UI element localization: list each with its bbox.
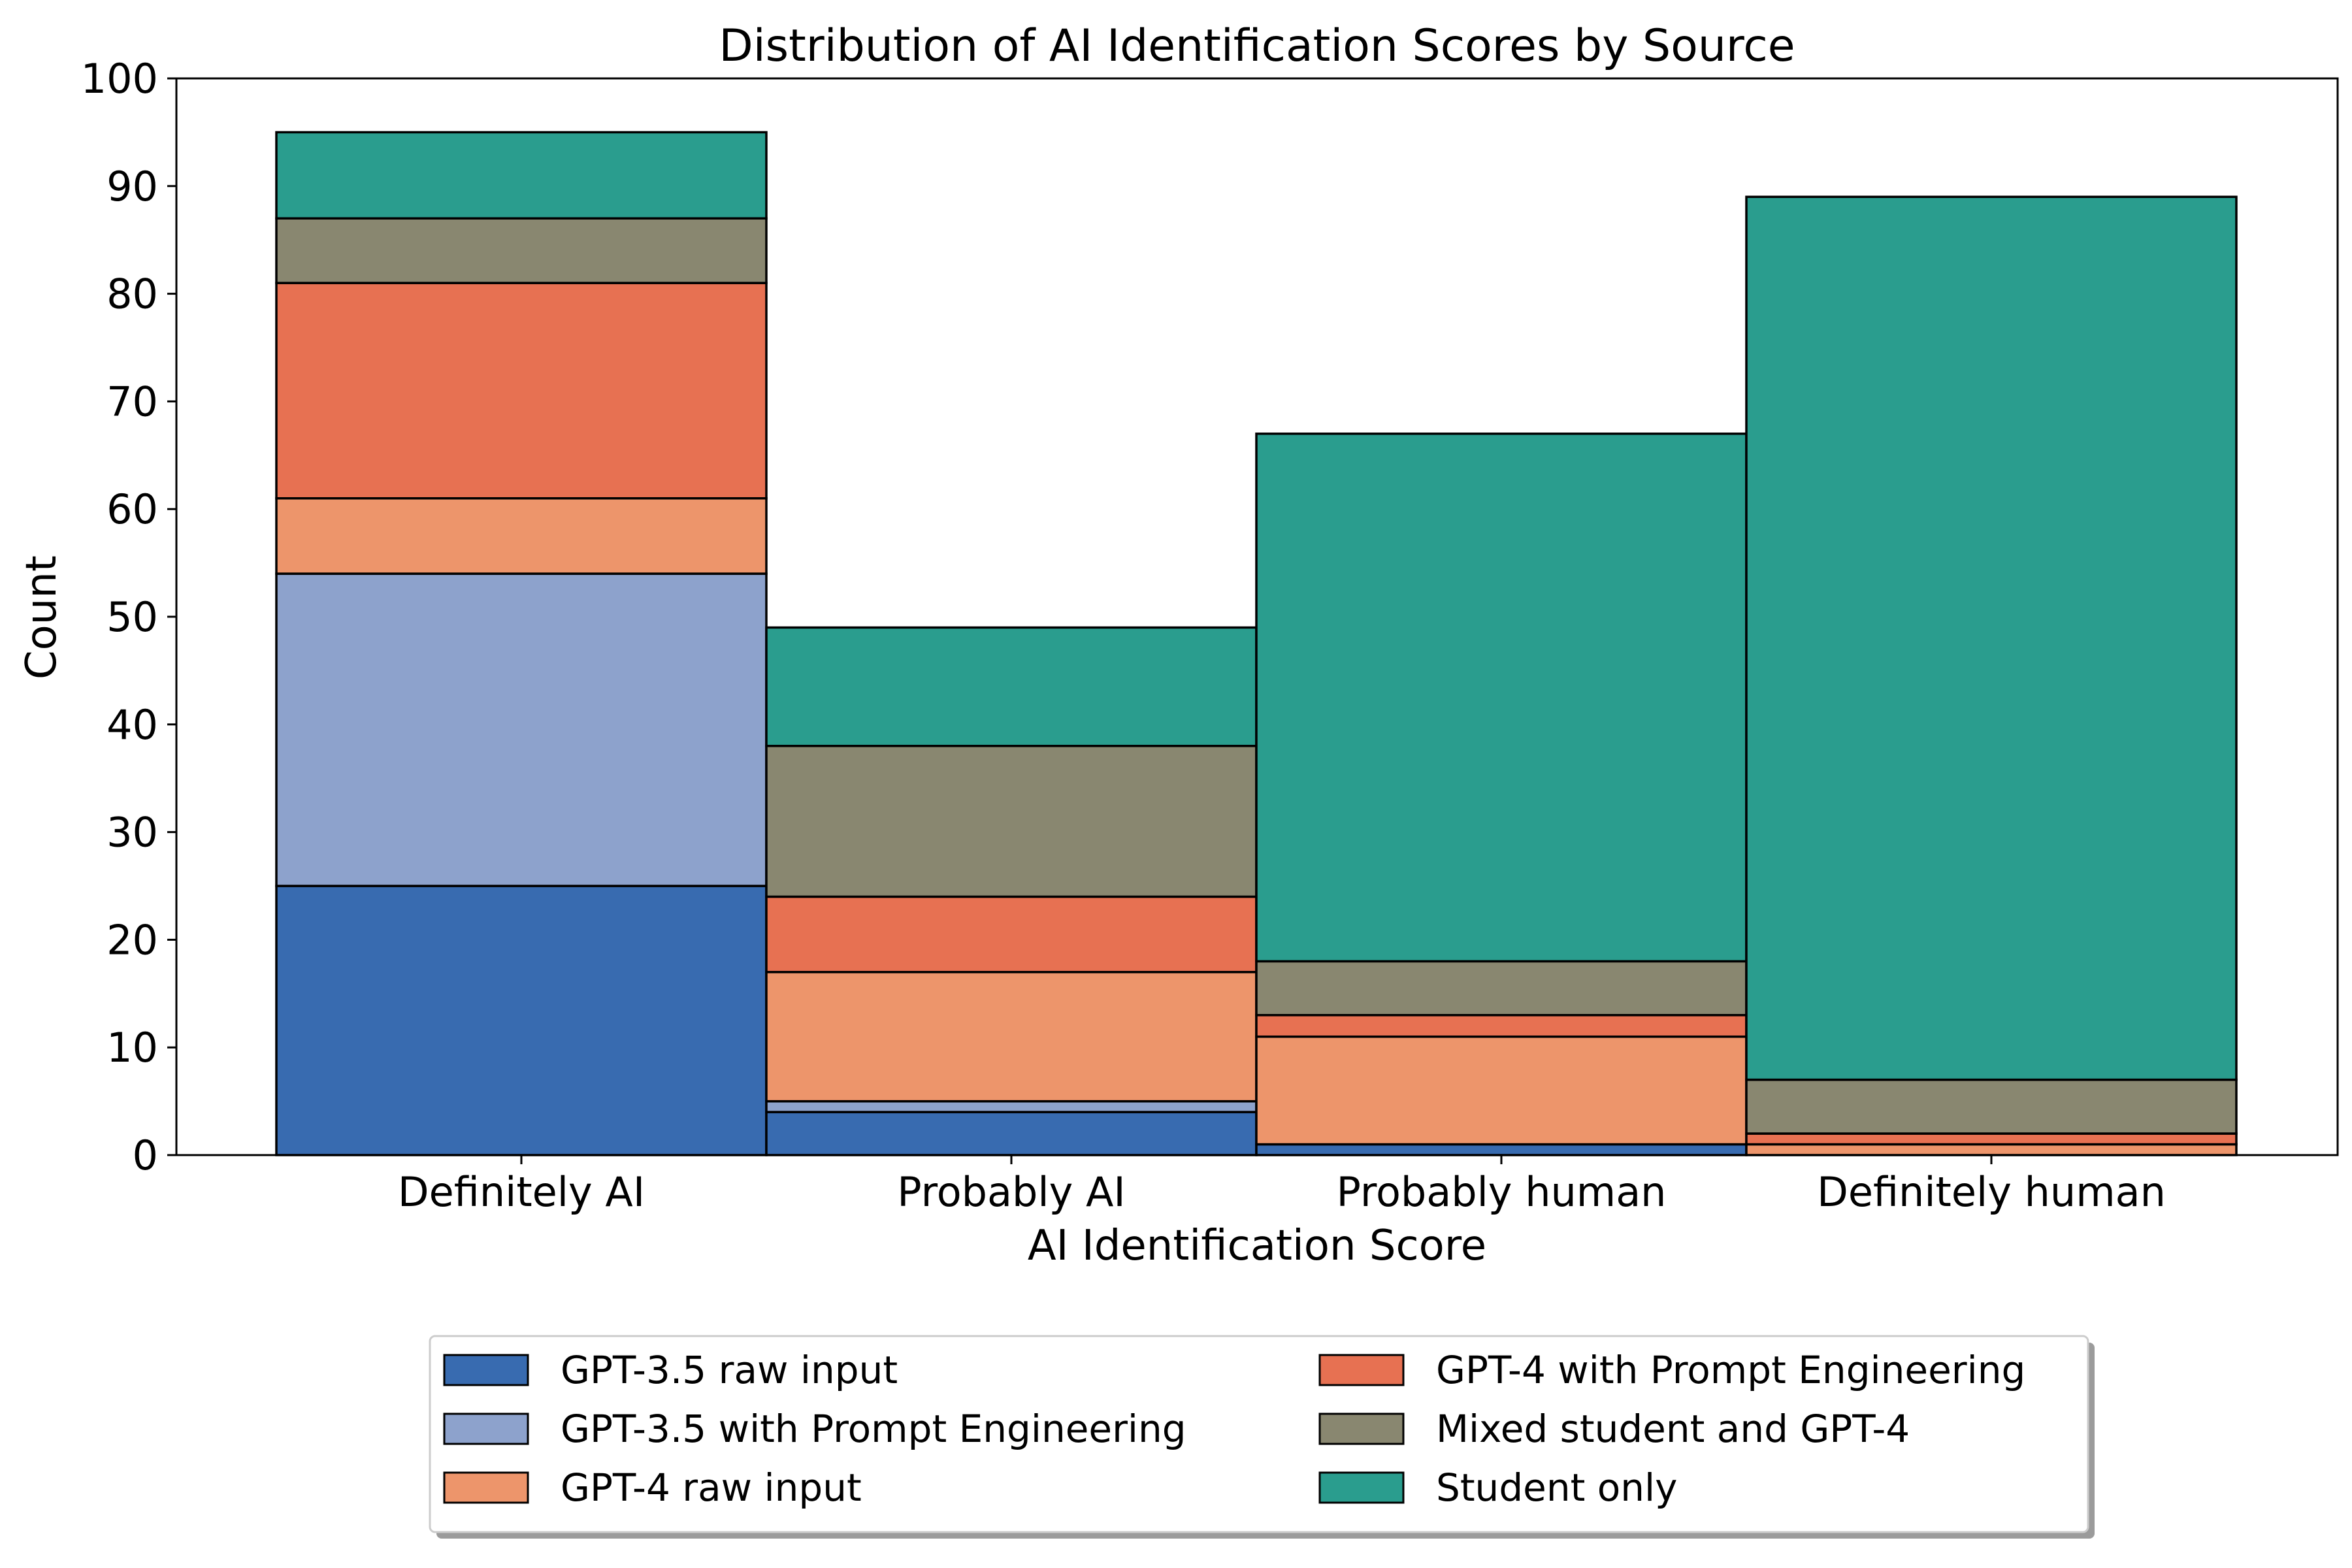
x-tick-label-2: Probably human	[1337, 1168, 1667, 1216]
legend-frame	[429, 1335, 2089, 1533]
y-tick-label-8: 80	[106, 270, 158, 318]
bar-segment-4-cat-1	[275, 282, 768, 500]
legend-label-2: GPT-3.5 with Prompt Engineering	[561, 1407, 1186, 1451]
bar-segment-6-cat-2	[765, 626, 1258, 747]
bar-segment-3-cat-3	[1255, 1035, 1748, 1146]
x-tick-label-0: Definitely AI	[398, 1168, 645, 1216]
x-tick-label-1: Probably AI	[897, 1168, 1125, 1216]
legend-swatch-1	[443, 1354, 529, 1386]
legend-label-3: GPT-4 raw input	[561, 1465, 862, 1510]
bar-segment-4-cat-2	[765, 895, 1258, 973]
bar-segment-5-cat-3	[1255, 960, 1748, 1017]
x-axis-label: AI Identification Score	[1028, 1222, 1486, 1270]
y-tick-label-2: 20	[106, 916, 158, 964]
y-tick-label-4: 40	[106, 701, 158, 749]
y-tick-label-0: 0	[133, 1132, 158, 1179]
bar-segment-3-cat-4	[1745, 1143, 2238, 1156]
legend-label-4: GPT-4 with Prompt Engineering	[1436, 1348, 2025, 1392]
bar-segment-6-cat-4	[1745, 195, 2238, 1081]
bar-segment-3-cat-1	[275, 497, 768, 575]
y-tick-label-9: 90	[106, 163, 158, 210]
legend-label-1: GPT-3.5 raw input	[561, 1348, 898, 1392]
bar-segment-2-cat-1	[275, 572, 768, 887]
chart-title: Distribution of AI Identification Scores…	[719, 20, 1795, 72]
bar-segment-1-cat-1	[275, 885, 768, 1156]
bar-segment-3-cat-2	[765, 971, 1258, 1103]
x-tick-label-3: Definitely human	[1817, 1168, 2166, 1216]
legend-label-5: Mixed student and GPT-4	[1436, 1407, 1910, 1451]
bar-segment-4-cat-3	[1255, 1014, 1748, 1038]
y-tick-label-6: 60	[106, 485, 158, 533]
y-tick-label-7: 70	[106, 378, 158, 425]
legend-swatch-5	[1318, 1413, 1405, 1445]
legend-label-6: Student only	[1436, 1465, 1677, 1510]
bar-segment-5-cat-1	[275, 217, 768, 284]
bar-segment-5-cat-2	[765, 745, 1258, 898]
bar-segment-1-cat-2	[765, 1111, 1258, 1156]
bar-segment-1-cat-3	[1255, 1143, 1748, 1156]
legend-swatch-2	[443, 1413, 529, 1445]
y-tick-label-5: 50	[106, 593, 158, 641]
axes-layer: 0 10 20 30 40 50 60 70 80 90 100 Definitely AI Proba…	[81, 55, 2339, 1216]
bars-layer	[275, 131, 2238, 1156]
y-tick-label-3: 30	[106, 809, 158, 857]
bar-segment-4-cat-4	[1745, 1132, 2238, 1146]
y-axis-label: Count	[18, 555, 66, 679]
legend: GPT-3.5 raw input GPT-3.5 with Prompt Eng…	[429, 1335, 2095, 1539]
bar-segment-2-cat-2	[765, 1100, 1258, 1113]
bar-segment-6-cat-1	[275, 131, 768, 220]
bar-segment-5-cat-4	[1745, 1078, 2238, 1135]
y-tick-label-10: 100	[81, 55, 158, 103]
legend-swatch-4	[1318, 1354, 1405, 1386]
bar-segment-6-cat-3	[1255, 433, 1748, 963]
legend-swatch-6	[1318, 1471, 1405, 1504]
legend-swatch-3	[443, 1471, 529, 1504]
y-tick-label-1: 10	[106, 1024, 158, 1071]
